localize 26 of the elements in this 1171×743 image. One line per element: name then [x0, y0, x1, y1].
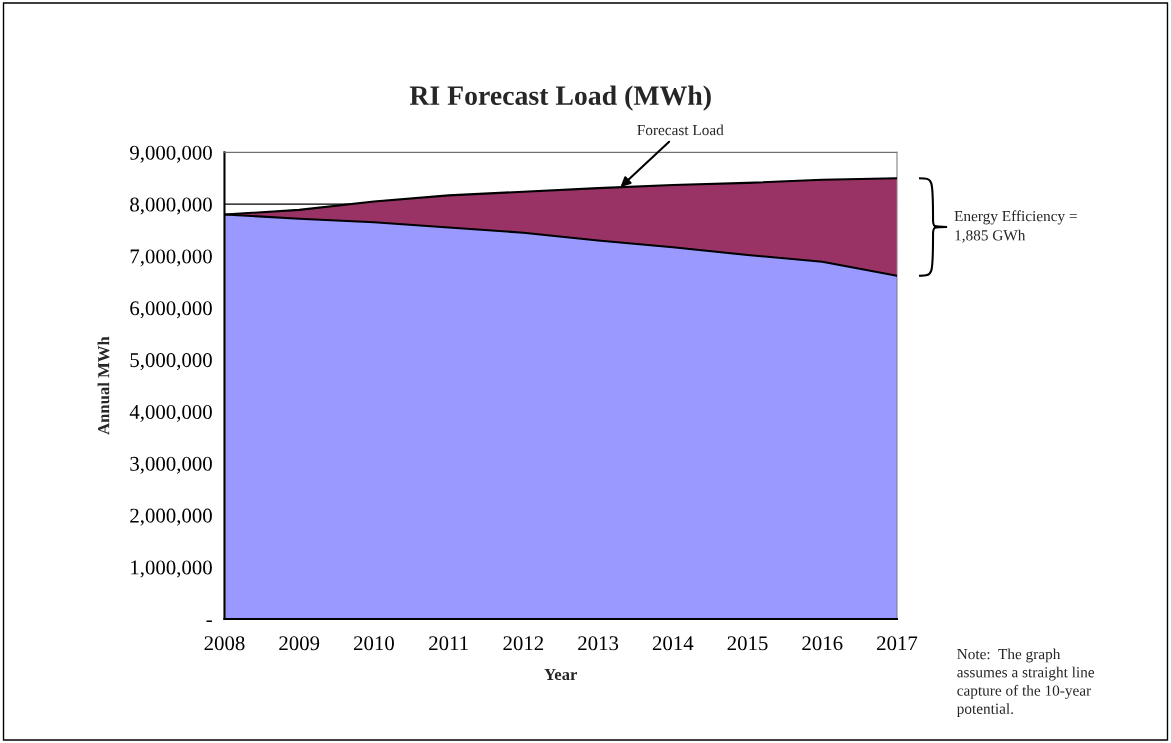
y-tick-label: 7,000,000 — [130, 249, 212, 267]
x-tick-label: 2008 — [204, 636, 245, 651]
x-tick-label: 2013 — [578, 636, 619, 651]
text: Energy Efficiency = 1,885 GWh — [954, 210, 1077, 243]
x-tick-label: 2009 — [279, 636, 320, 651]
y-tick-label: 2,000,000 — [130, 508, 212, 526]
text: Note: The graph assumes a straight line capture of the 10-year potential. — [956, 648, 1095, 717]
y-tick-label: 3,000,000 — [130, 456, 212, 474]
x-tick-label: 2011 — [429, 636, 468, 651]
y-axis-title: Annual MWh — [97, 336, 110, 435]
y-tick-label: 5,000,000 — [130, 353, 212, 371]
x-tick-label: 2015 — [727, 636, 768, 651]
y-tick-label: 4,000,000 — [129, 404, 212, 422]
y-tick-label: - — [206, 620, 212, 623]
x-axis-title: Year — [544, 669, 578, 681]
x-tick-label: 2016 — [802, 636, 843, 651]
y-tick-label: 1,000,000 — [131, 560, 212, 578]
x-tick-label: 2014 — [652, 636, 694, 651]
x-tick-label: 2017 — [877, 636, 918, 651]
annotation: Forecast Load — [637, 124, 724, 136]
y-tick-label: 9,000,000 — [130, 145, 212, 163]
x-tick-label: 2010 — [354, 636, 394, 651]
y-tick-label: 6,000,000 — [130, 301, 212, 319]
chart-title: RI Forecast Load (MWh) — [409, 85, 711, 111]
y-tick-label: 8,000,000 — [130, 197, 212, 215]
x-tick-label: 2012 — [503, 636, 544, 651]
